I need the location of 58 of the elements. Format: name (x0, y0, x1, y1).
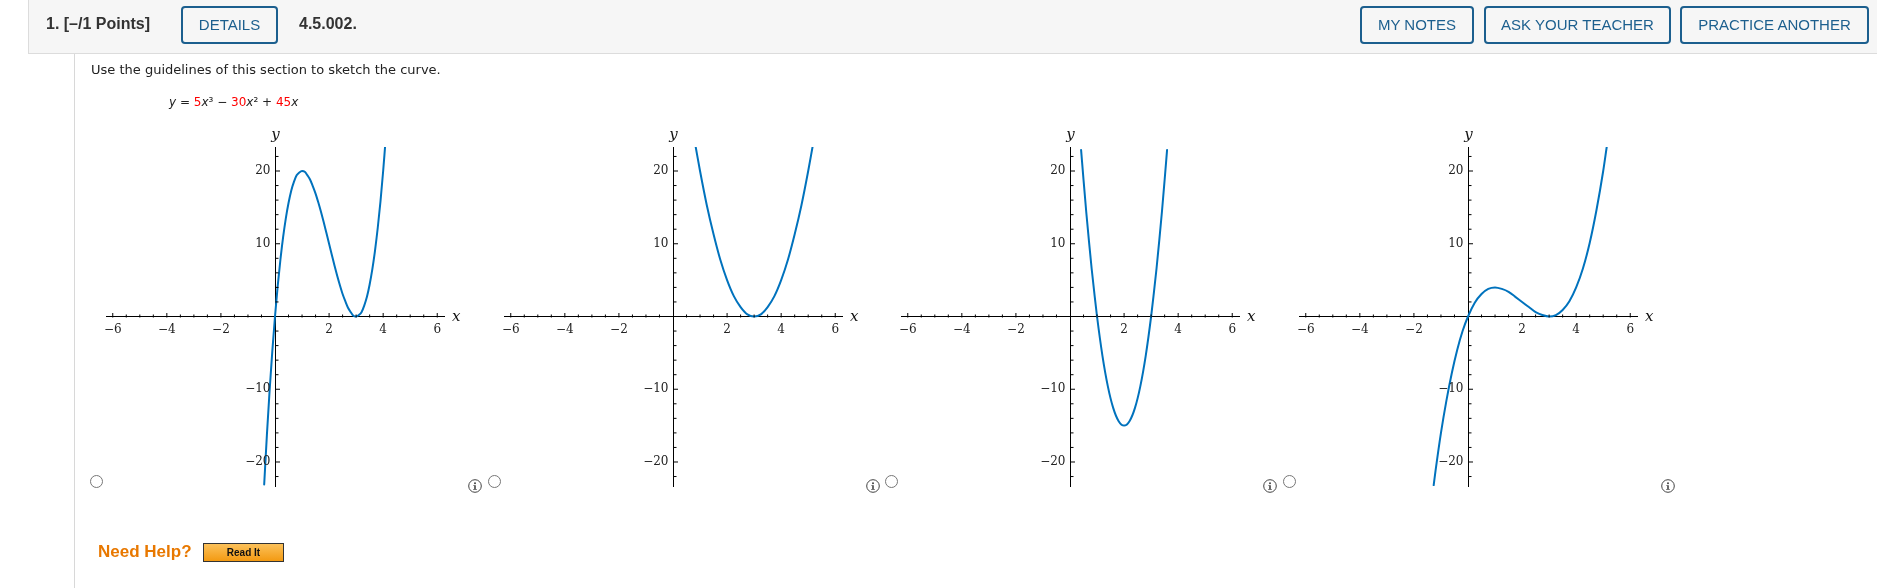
x-tick-label: −6 (501, 321, 520, 336)
x-tick-label: −6 (103, 321, 122, 336)
y-tick-label: 10 (255, 235, 271, 250)
x-tick-label: 6 (1228, 321, 1237, 336)
text: y = 5x³ − 30x² + 45x (169, 95, 299, 109)
x-tick-label: 4 (1174, 321, 1183, 336)
button: Read It (203, 543, 284, 562)
line-series (1432, 147, 1608, 486)
x-tick-label: 4 (777, 321, 786, 336)
x-tick-label: 6 (433, 321, 442, 336)
y-axis-title: y (270, 125, 281, 144)
button: PRACTICE ANOTHER (1680, 6, 1869, 44)
x-tick-label: 4 (379, 321, 388, 336)
x-tick-label: 2 (723, 321, 731, 336)
button: MY NOTES (1360, 6, 1474, 44)
x-tick-label: 4 (1572, 321, 1581, 336)
y-axis-title: y (668, 125, 679, 144)
x-axis-title: x (1645, 307, 1654, 326)
button: DETAILS (181, 6, 278, 44)
button: ASK YOUR TEACHER (1484, 6, 1671, 44)
x-tick-label: −4 (555, 321, 575, 336)
y-tick-label: −10 (643, 381, 669, 396)
y-tick-label: −20 (643, 454, 669, 469)
y-tick-label: 10 (653, 235, 669, 250)
x-tick-label: −4 (952, 321, 972, 336)
text: 1. [–/1 Points] (46, 14, 151, 34)
x-tick-label: 6 (1626, 321, 1635, 336)
y-tick-label: −20 (1438, 454, 1464, 469)
x-tick-label: −2 (610, 321, 628, 336)
y-tick-label: −10 (1040, 381, 1066, 396)
y-tick-label: 10 (1448, 235, 1464, 250)
text: 4.5.002. (299, 14, 357, 34)
y-tick-label: 20 (1050, 163, 1066, 178)
x-axis-title: x (850, 307, 859, 326)
x-tick-label: 2 (325, 321, 333, 336)
x-tick-label: −6 (1296, 321, 1315, 336)
x-tick-label: −2 (212, 321, 230, 336)
x-tick-label: −2 (1007, 321, 1025, 336)
line-series (1080, 148, 1169, 427)
line-series (694, 147, 814, 318)
y-axis-title: y (1463, 125, 1474, 144)
x-tick-label: −4 (1350, 321, 1370, 336)
y-tick-label: 20 (653, 163, 669, 178)
x-tick-label: 2 (1120, 321, 1128, 336)
x-tick-label: −4 (157, 321, 177, 336)
x-tick-label: 2 (1518, 321, 1526, 336)
text: Need Help? (98, 541, 192, 563)
x-tick-label: 6 (831, 321, 840, 336)
y-tick-label: 20 (255, 163, 271, 178)
y-tick-label: 20 (1448, 163, 1464, 178)
y-tick-label: −20 (1040, 454, 1066, 469)
y-tick-label: 10 (1050, 235, 1066, 250)
x-axis-title: x (452, 307, 461, 326)
y-axis-title: y (1065, 125, 1076, 144)
x-axis-title: x (1247, 307, 1256, 326)
x-tick-label: −6 (898, 321, 917, 336)
x-tick-label: −2 (1405, 321, 1423, 336)
text: Use the guidelines of this section to sketch the curve. (91, 61, 441, 79)
